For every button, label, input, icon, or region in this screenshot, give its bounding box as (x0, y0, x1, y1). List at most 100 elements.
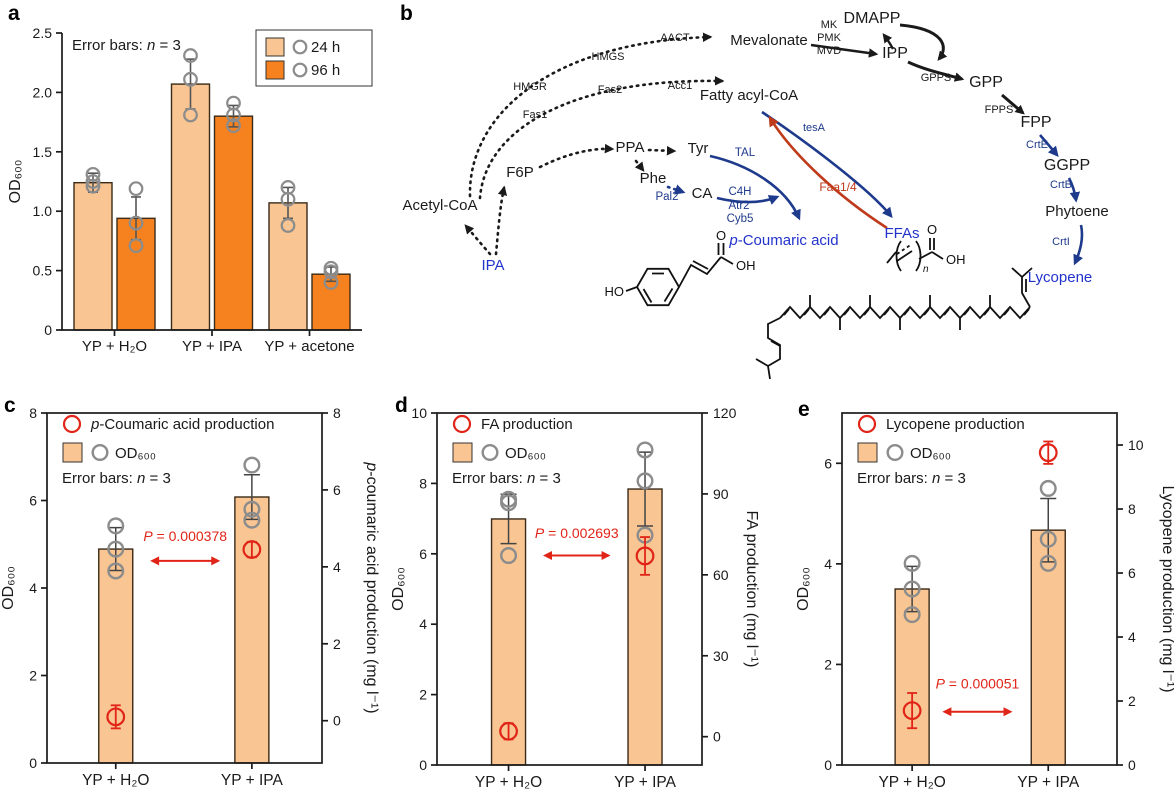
legend-gray-circle-icon (481, 444, 499, 462)
enzyme-hmgr: HMGR (513, 81, 547, 93)
bar (98, 548, 134, 764)
right-axis-label: p-coumaric acid production (mg l⁻¹) (363, 461, 380, 713)
od600-data-point (500, 490, 518, 508)
arrow-tyr-to-pcoumaric (709, 154, 801, 221)
bar (311, 273, 351, 331)
p-value: P = 0.002693 (535, 525, 619, 541)
right-tick-label: 30 (713, 648, 729, 664)
od600-data-point (500, 547, 518, 565)
left-tick-label: 6 (824, 455, 832, 471)
arrow-phe-to-ca (666, 184, 686, 195)
arrow-ipp-to-gpp (907, 60, 965, 82)
enzyme-faa14: Faa1/4 (819, 180, 857, 194)
node-dmapp: DMAPP (844, 10, 901, 27)
data-point (323, 275, 339, 290)
production-data-point (902, 701, 922, 721)
atom-label-oh: OH (736, 258, 756, 273)
panel-a: 0 0.5 1.0 1.5 2.0 2.5 YP + H₂O YP + IPA YP + ace… (0, 0, 390, 390)
bar (1030, 529, 1066, 766)
node-ggpp: GGPP (1044, 157, 1090, 174)
arrow-dmapp-to-gpp-junction (899, 23, 948, 61)
arrow-ipa-to-acetylcoa (464, 224, 492, 256)
atom-label-n: n (923, 264, 929, 275)
y-tick-label: 1.0 (33, 203, 53, 219)
ffa-bracket-right (915, 240, 922, 272)
ffa-bracket-left (895, 240, 902, 272)
panel-e: 0 2 4 6 0 2 4 6 8 10 YP + H₂O YP + IPA OD₆₀₀ Lycopene… (780, 390, 1174, 802)
atom-label-ho: HO (605, 284, 625, 299)
right-tick-label: 4 (333, 559, 341, 575)
enzyme-crtb: CrtB (1050, 179, 1072, 191)
node-mevalonate: Mevalonate (730, 32, 808, 49)
od600-data-point (107, 517, 125, 535)
panel-a-chart: 0 0.5 1.0 1.5 2.0 2.5 YP + H₂O YP + IPA YP + ace… (7, 25, 373, 355)
arrowhead-right (1003, 707, 1013, 717)
plot-area (73, 58, 351, 331)
left-tick-label: 2 (29, 668, 37, 684)
right-tick-label: 6 (1128, 565, 1136, 581)
lycopene-double-bonds (783, 308, 1030, 316)
arrow-f6p-to-ppa (538, 143, 615, 169)
od600-data-point (107, 562, 125, 580)
bar (73, 181, 113, 331)
arrow-gpp-to-fpp (1001, 93, 1025, 115)
enzyme-fpps: FPPS (985, 104, 1014, 116)
node-phe: Phe (640, 170, 667, 187)
left-tick-label: 10 (411, 405, 427, 421)
arrowhead-right (601, 551, 611, 561)
node-phytoene: Phytoene (1045, 203, 1108, 220)
panel-e-chart: 0 2 4 6 0 2 4 6 8 10 YP + H₂O YP + IPA OD₆₀₀ Lycopene… (795, 412, 1174, 791)
od600-data-point (636, 441, 654, 459)
arrowhead-right (211, 556, 221, 566)
lycopene-structure (755, 267, 1033, 380)
x-category-label: YP + IPA (182, 338, 242, 355)
right-tick-label: 2 (333, 636, 341, 652)
right-tick-label: 6 (333, 482, 341, 498)
y-tick-label: 2.0 (33, 84, 53, 100)
right-tick-label: 90 (713, 486, 729, 502)
bar (234, 496, 270, 764)
plot-frame (46, 412, 323, 764)
left-tick-label: 6 (29, 493, 37, 509)
data-point (280, 218, 296, 233)
panel-letter-b: b (400, 2, 413, 25)
p-value: P = 0.000378 (143, 528, 227, 544)
right-tick-label: 4 (1128, 629, 1136, 645)
left-tick-label: 8 (29, 405, 37, 421)
enzyme-pal2: Pal2 (655, 191, 678, 203)
x-category-label: YP + IPA (614, 774, 677, 791)
data-point (226, 95, 241, 111)
od600-data-point (243, 511, 261, 529)
ffa-methyl (886, 251, 897, 264)
left-tick-label: 4 (29, 580, 37, 596)
data-point (183, 71, 198, 87)
right-tick-label: 120 (713, 405, 737, 421)
arrow-acetylcoa-to-fattyacylcoa (478, 76, 725, 200)
node-fatty-acyl-coa: Fatty acyl-CoA (700, 87, 798, 104)
od600-data-point (636, 472, 654, 490)
arrow-ca-to-pcoumaric (716, 195, 780, 205)
left-tick-label: 4 (824, 556, 832, 572)
data-point (280, 180, 296, 195)
right-tick-label: 8 (1128, 501, 1136, 517)
plot-frame (841, 412, 1118, 766)
panel-d: 0 2 4 6 8 10 0 30 60 90 120 YP + H₂O YP + IPA OD₆₀₀ FA… (390, 390, 780, 802)
legend-red-circle-icon (857, 414, 877, 434)
right-tick-label: 10 (1128, 437, 1144, 453)
production-data-point (635, 546, 655, 566)
ring-double-bonds (642, 272, 674, 303)
panel-letter-c: c (4, 394, 16, 417)
y-axis-label: OD₆₀₀ (7, 160, 24, 204)
node-ipp: IPP (882, 45, 908, 62)
legend-label: 96 h (311, 62, 340, 79)
ffa-oh-bond (931, 251, 944, 260)
pathway-diagram: HO O OH O OH n A (402, 10, 1109, 380)
data-point (128, 238, 144, 254)
free-fatty-acid-structure (886, 238, 944, 272)
legend-label: 24 h (311, 39, 340, 56)
production-data-point (242, 540, 262, 559)
od600-data-point (243, 456, 261, 474)
error-bars-note: Error bars: n = 3 (72, 37, 181, 54)
oh-bond (720, 256, 734, 265)
